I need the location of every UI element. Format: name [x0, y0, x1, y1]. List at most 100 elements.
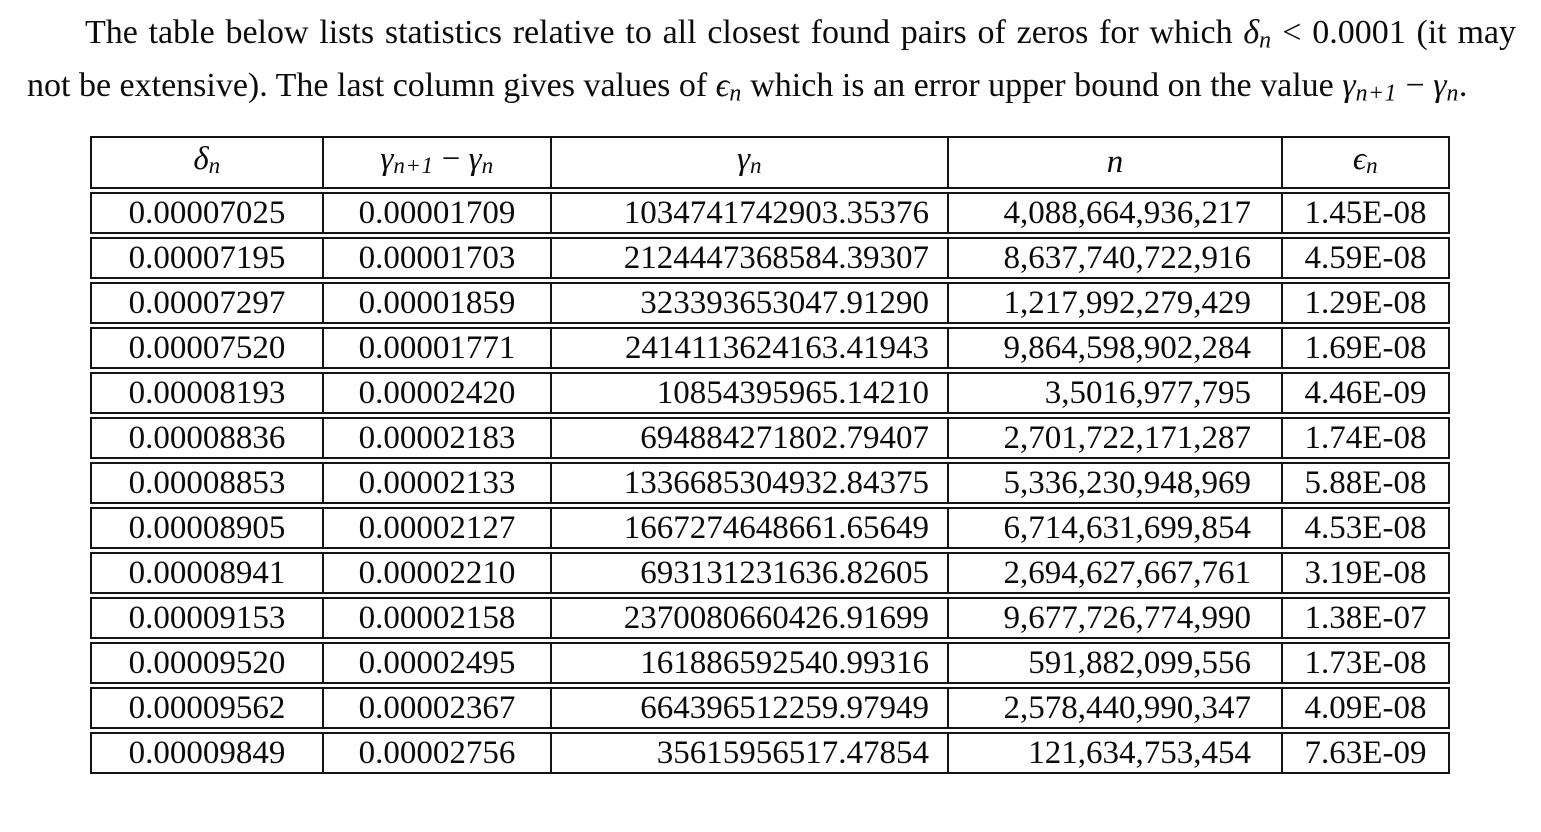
cell-n: 2,694,627,667,761: [947, 551, 1281, 594]
cell-n: 1,217,992,279,429: [947, 281, 1281, 324]
math-symbol: γ: [468, 140, 482, 177]
cell-epsilon-n: 1.74E-08: [1281, 416, 1450, 459]
cell-delta-n: 0.00008941: [90, 551, 322, 594]
cell-n: 121,634,753,454: [947, 731, 1281, 774]
cell-epsilon-n: 1.45E-08: [1281, 191, 1450, 234]
math-symbol: γ: [1342, 67, 1356, 105]
cell-delta-n: 0.00007297: [90, 281, 322, 324]
table-row: 0.00008941 0.00002210 693131231636.82605 2,…: [90, 551, 1450, 594]
cell-gamma-n: 10854395965.14210: [550, 371, 947, 414]
cell-delta-n: 0.00009520: [90, 641, 322, 684]
table-row: 0.00009153 0.00002158 2370080660426.91699 9…: [90, 596, 1450, 639]
table-head: δn γn+1 − γn γn n ϵn: [90, 135, 1450, 189]
cell-n: 591,882,099,556: [947, 641, 1281, 684]
header-row: δn γn+1 − γn γn n ϵn: [90, 135, 1450, 189]
cell-gamma-n: 2370080660426.91699: [550, 596, 947, 639]
cell-gamma-gap: 0.00002495: [322, 641, 550, 684]
cell-epsilon-n: 3.19E-08: [1281, 551, 1450, 594]
cell-gamma-gap: 0.00002210: [322, 551, 550, 594]
math-subscript: n: [1366, 151, 1379, 178]
math-symbol: δ: [193, 140, 209, 177]
cell-epsilon-n: 5.88E-08: [1281, 461, 1450, 504]
cell-epsilon-n: 4.53E-08: [1281, 506, 1450, 549]
math-subscript: n: [481, 151, 494, 178]
cell-n: 3,5016,977,795: [947, 371, 1281, 414]
cell-gamma-n: 693131231636.82605: [550, 551, 947, 594]
table-row: 0.00008853 0.00002133 1336685304932.84375 5…: [90, 461, 1450, 504]
column-header-gamma-gap: γn+1 − γn: [322, 135, 550, 189]
cell-n: 2,578,440,990,347: [947, 686, 1281, 729]
stats-table: δn γn+1 − γn γn n ϵn 0.00007025 0.00001709 103…: [90, 133, 1450, 777]
cell-gamma-gap: 0.00001709: [322, 191, 550, 234]
table-row: 0.00009562 0.00002367 664396512259.97949 2,…: [90, 686, 1450, 729]
cell-delta-n: 0.00008193: [90, 371, 322, 414]
cell-epsilon-n: 1.69E-08: [1281, 326, 1450, 369]
cell-epsilon-n: 1.38E-07: [1281, 596, 1450, 639]
column-header-epsilon-n: ϵn: [1281, 135, 1450, 189]
cell-gamma-n: 1667274648661.65649: [550, 506, 947, 549]
math-subscript: n: [750, 151, 763, 178]
table-row: 0.00007195 0.00001703 2124447368584.39307 8…: [90, 236, 1450, 279]
math-symbol: γ: [380, 140, 394, 177]
math-symbol: δ: [1243, 14, 1260, 51]
cell-gamma-gap: 0.00002367: [322, 686, 550, 729]
math-subscript: n: [1446, 80, 1459, 107]
cell-n: 6,714,631,699,854: [947, 506, 1281, 549]
cell-epsilon-n: 4.59E-08: [1281, 236, 1450, 279]
cell-delta-n: 0.00007025: [90, 191, 322, 234]
table-row: 0.00008905 0.00002127 1667274648661.65649 6…: [90, 506, 1450, 549]
cell-gamma-gap: 0.00002158: [322, 596, 550, 639]
math-symbol: γ: [1433, 67, 1447, 105]
table-row: 0.00007297 0.00001859 323393653047.91290 1,…: [90, 281, 1450, 324]
cell-epsilon-n: 1.29E-08: [1281, 281, 1450, 324]
cell-gamma-n: 35615956517.47854: [550, 731, 947, 774]
cell-gamma-n: 694884271802.79407: [550, 416, 947, 459]
cell-gamma-n: 2124447368584.39307: [550, 236, 947, 279]
cell-epsilon-n: 4.46E-09: [1281, 371, 1450, 414]
cell-gamma-gap: 0.00002127: [322, 506, 550, 549]
intro-paragraph: The table below lists statistics relativ…: [27, 14, 1516, 107]
cell-delta-n: 0.00009849: [90, 731, 322, 774]
document-page: The table below lists statistics relativ…: [27, 14, 1516, 777]
cell-epsilon-n: 4.09E-08: [1281, 686, 1450, 729]
cell-gamma-gap: 0.00001859: [322, 281, 550, 324]
cell-delta-n: 0.00009562: [90, 686, 322, 729]
table-row: 0.00008193 0.00002420 10854395965.14210 3,5…: [90, 371, 1450, 414]
math-subscript: n: [729, 80, 742, 107]
cell-n: 8,637,740,722,916: [947, 236, 1281, 279]
cell-gamma-n: 323393653047.91290: [550, 281, 947, 324]
cell-epsilon-n: 7.63E-09: [1281, 731, 1450, 774]
cell-n: 2,701,722,171,287: [947, 416, 1281, 459]
cell-delta-n: 0.00008905: [90, 506, 322, 549]
cell-n: 5,336,230,948,969: [947, 461, 1281, 504]
cell-gamma-n: 2414113624163.41943: [550, 326, 947, 369]
cell-delta-n: 0.00008853: [90, 461, 322, 504]
column-header-delta-n: δn: [90, 135, 322, 189]
cell-delta-n: 0.00008836: [90, 416, 322, 459]
math-subscript: n: [1259, 27, 1272, 54]
math-subscript: n: [208, 151, 221, 178]
cell-gamma-gap: 0.00001771: [322, 326, 550, 369]
cell-gamma-gap: 0.00002756: [322, 731, 550, 774]
cell-n: 9,677,726,774,990: [947, 596, 1281, 639]
cell-gamma-gap: 0.00002133: [322, 461, 550, 504]
math-symbol: ϵ: [715, 67, 730, 105]
cell-delta-n: 0.00009153: [90, 596, 322, 639]
table-row: 0.00007025 0.00001709 1034741742903.35376 4…: [90, 191, 1450, 234]
table-row: 0.00009849 0.00002756 35615956517.47854 121…: [90, 731, 1450, 774]
math-symbol: γ: [736, 140, 750, 177]
column-header-gamma-n: γn: [550, 135, 947, 189]
table-row: 0.00008836 0.00002183 694884271802.79407 2,…: [90, 416, 1450, 459]
math-subscript: n+1: [393, 151, 434, 178]
table-row: 0.00009520 0.00002495 161886592540.99316 59…: [90, 641, 1450, 684]
table-row: 0.00007520 0.00001771 2414113624163.41943 9…: [90, 326, 1450, 369]
cell-gamma-n: 1034741742903.35376: [550, 191, 947, 234]
cell-gamma-gap: 0.00002420: [322, 371, 550, 414]
math-symbol: ϵ: [1352, 140, 1367, 177]
cell-delta-n: 0.00007195: [90, 236, 322, 279]
math-subscript: n+1: [1355, 80, 1397, 107]
math-symbol: n: [1106, 143, 1124, 180]
cell-gamma-gap: 0.00002183: [322, 416, 550, 459]
cell-gamma-n: 1336685304932.84375: [550, 461, 947, 504]
cell-gamma-n: 664396512259.97949: [550, 686, 947, 729]
